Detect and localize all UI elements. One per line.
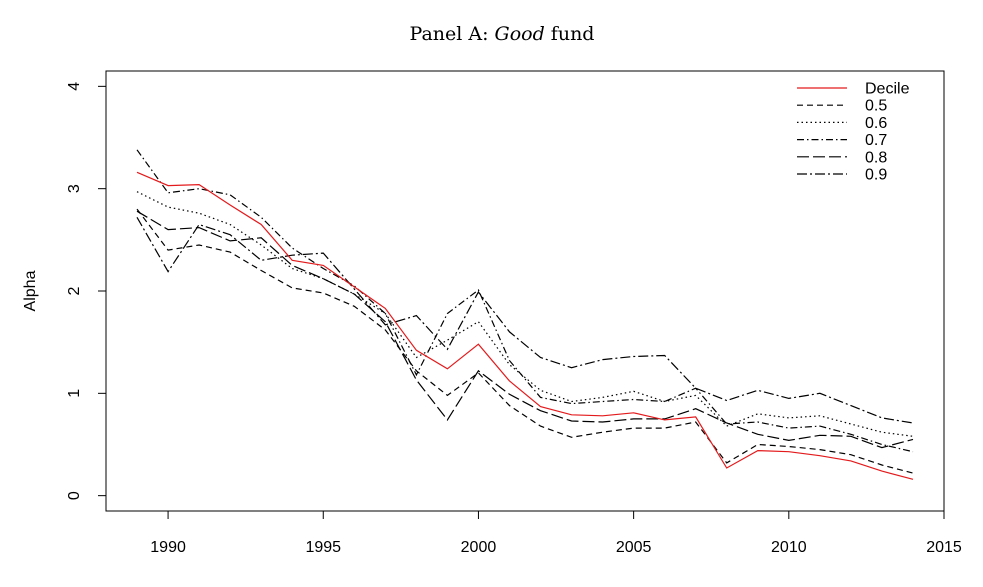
chart-title-italic: Good xyxy=(495,23,545,45)
chart-title: Panel A: Good fund xyxy=(410,23,595,45)
x-tick-label: 2010 xyxy=(771,539,807,556)
chart-title-suffix: fund xyxy=(545,23,595,45)
series-line-0-7 xyxy=(136,149,914,453)
series-line-0-6 xyxy=(136,191,914,437)
x-tick-label: 2000 xyxy=(461,539,497,556)
legend-label: 0.9 xyxy=(865,167,887,184)
chart-title-prefix: Panel A: xyxy=(410,23,495,45)
y-tick-label: 3 xyxy=(66,184,83,193)
x-tick-label: 2015 xyxy=(926,539,962,556)
plot-frame xyxy=(105,70,945,512)
legend-label: 0.6 xyxy=(865,115,887,132)
y-axis: 0 1 2 3 4 xyxy=(66,82,107,500)
series-line-0-5 xyxy=(136,208,914,474)
y-tick-label: 1 xyxy=(66,389,83,398)
x-tick-label: 1995 xyxy=(305,539,341,556)
legend-label: 0.5 xyxy=(865,98,887,115)
series-line-0-8 xyxy=(136,210,914,449)
legend-label: 0.8 xyxy=(865,149,887,166)
y-tick-label: 0 xyxy=(66,491,83,500)
legend-label: Decile xyxy=(865,81,910,98)
y-axis-label: Alpha xyxy=(22,270,39,311)
series-line-0-9 xyxy=(136,217,914,424)
x-tick-label: 1990 xyxy=(150,539,186,556)
legend-label: 0.7 xyxy=(865,132,887,149)
series-group xyxy=(136,149,914,480)
y-tick-label: 2 xyxy=(66,286,83,295)
x-axis: 1990 1995 2000 2005 2010 2015 xyxy=(150,510,962,556)
series-line-decile xyxy=(136,171,914,480)
x-tick-label: 2005 xyxy=(616,539,652,556)
y-tick-label: 4 xyxy=(66,82,83,91)
